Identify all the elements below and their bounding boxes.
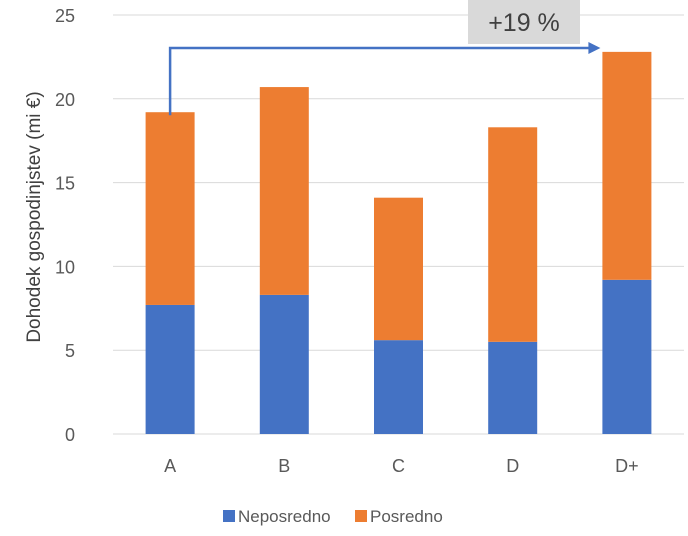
bar-posredno-dplus [602, 51, 652, 280]
bar-neposredno-a [145, 304, 195, 434]
annotation-text: +19 % [488, 9, 560, 37]
bar-posredno-c [374, 197, 423, 341]
bar-posredno-d [488, 127, 538, 342]
bar-neposredno-d [488, 341, 538, 434]
y-tick-label: 20 [55, 90, 75, 110]
legend-label-posredno: Posredno [370, 507, 443, 526]
y-axis-ticks: 0 5 10 15 20 25 [55, 6, 75, 445]
bar-posredno-b [259, 87, 309, 295]
legend-label-neposredno: Neposredno [238, 507, 331, 526]
bar-posredno-a [145, 112, 195, 305]
annotation-arrowhead [588, 42, 601, 54]
growth-annotation: +19 % [168, 0, 601, 116]
bar-neposredno-dplus [602, 279, 652, 434]
legend: Neposredno Posredno [223, 507, 443, 526]
x-tick-label: A [164, 456, 176, 476]
annotation-arrow [168, 46, 591, 116]
x-tick-label: C [392, 456, 405, 476]
x-tick-label: B [278, 456, 290, 476]
x-axis-ticks: A B C D D+ [164, 456, 639, 476]
legend-swatch-posredno [355, 510, 367, 522]
bars [145, 51, 652, 434]
x-tick-label: D [506, 456, 519, 476]
x-tick-label: D+ [615, 456, 639, 476]
y-tick-label: 25 [55, 6, 75, 26]
legend-swatch-neposredno [223, 510, 235, 522]
y-tick-label: 5 [65, 341, 75, 361]
bar-neposredno-c [374, 340, 423, 434]
bar-neposredno-b [259, 294, 309, 434]
y-axis-label: Dohodek gospodinjstev (mi €) [24, 91, 45, 342]
y-tick-label: 15 [55, 174, 75, 194]
y-tick-label: 0 [65, 425, 75, 445]
y-tick-label: 10 [55, 257, 75, 277]
annotation-box [468, 0, 580, 44]
